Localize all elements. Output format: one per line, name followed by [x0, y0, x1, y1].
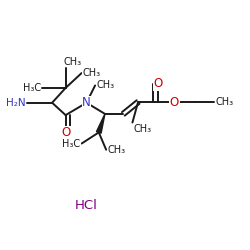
Text: N: N — [82, 96, 91, 109]
Text: H₃C: H₃C — [62, 138, 80, 148]
Text: H₃C: H₃C — [23, 83, 41, 93]
Text: O: O — [153, 77, 162, 90]
Text: CH₃: CH₃ — [216, 97, 234, 107]
Text: O: O — [61, 126, 70, 140]
Text: CH₃: CH₃ — [134, 124, 152, 134]
Text: HCl: HCl — [75, 199, 98, 212]
Polygon shape — [96, 114, 105, 133]
Text: CH₃: CH₃ — [96, 80, 114, 90]
Text: CH₃: CH₃ — [108, 145, 126, 155]
Text: CH₃: CH₃ — [63, 57, 81, 67]
Text: H₂N: H₂N — [6, 98, 26, 108]
Text: CH₃: CH₃ — [83, 68, 101, 78]
Text: O: O — [170, 96, 179, 108]
